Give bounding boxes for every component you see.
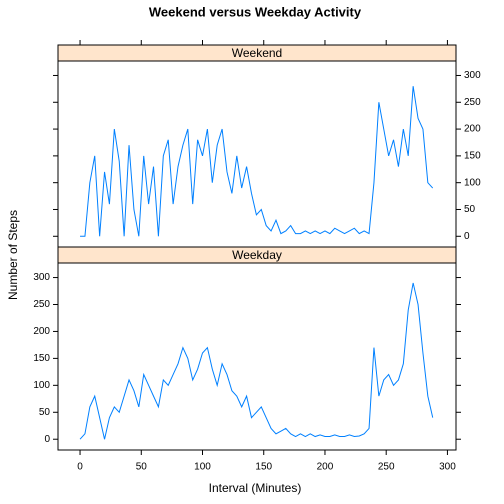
x-tick-label: 100 (194, 462, 211, 473)
y-tick-label: 150 (33, 353, 50, 364)
chart-title: Weekend versus Weekday Activity (149, 4, 362, 19)
y-tick-label: 200 (464, 124, 481, 135)
y-tick-label: 300 (33, 272, 50, 283)
data-line (79, 282, 434, 440)
x-tick-label: 300 (439, 462, 456, 473)
y-tick-label: 100 (33, 380, 50, 391)
y-tick-label: 300 (464, 70, 481, 81)
y-axis-label: Number of Steps (6, 210, 20, 300)
y-tick-label: 50 (464, 204, 476, 215)
y-tick-label: 250 (33, 299, 50, 310)
y-tick-label: 0 (464, 231, 470, 242)
x-tick-label: 200 (317, 462, 334, 473)
strip-label: Weekend (232, 46, 282, 60)
x-tick-label: 250 (378, 462, 395, 473)
y-tick-label: 100 (464, 177, 481, 188)
y-tick-label: 0 (44, 434, 50, 445)
data-line (80, 86, 434, 237)
y-tick-label: 50 (39, 407, 51, 418)
x-tick-label: 0 (77, 462, 83, 473)
strip-label: Weekday (232, 248, 282, 262)
x-axis-label: Interval (Minutes) (209, 481, 302, 495)
x-tick-label: 150 (255, 462, 272, 473)
y-tick-label: 250 (464, 97, 481, 108)
y-tick-label: 150 (464, 151, 481, 162)
panel-frame (57, 262, 457, 451)
y-tick-label: 200 (33, 326, 50, 337)
x-tick-label: 50 (136, 462, 148, 473)
